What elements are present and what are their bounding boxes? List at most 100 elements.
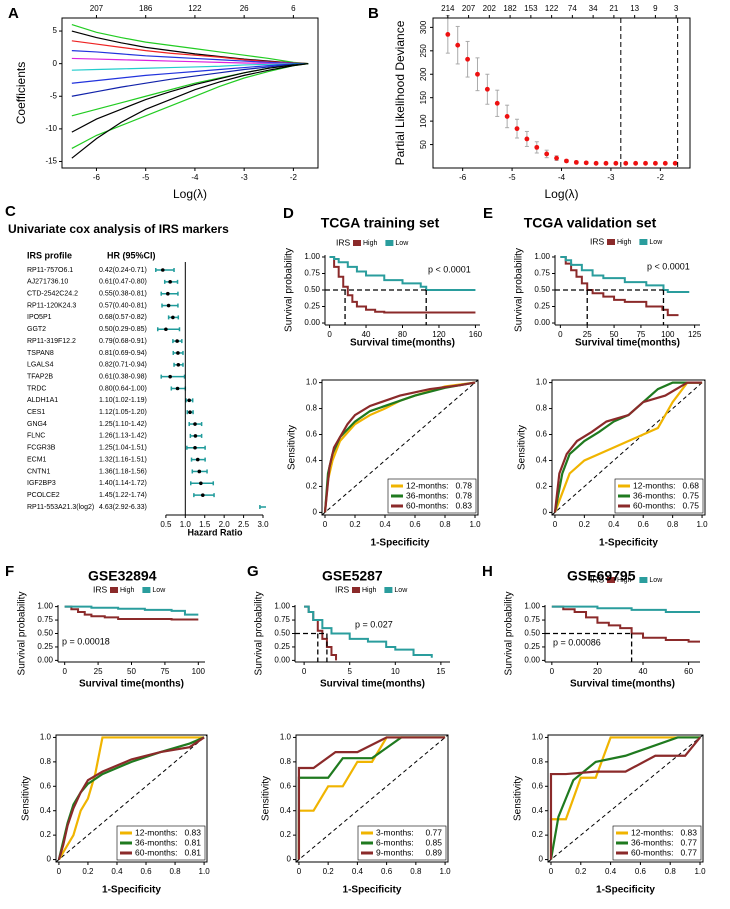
x-tick-label: 75 [160,667,169,676]
x-tick-label: 0 [549,867,554,876]
row-hr: 0.57(0.40-0.81) [99,302,147,309]
legend-label: 60-months: [631,847,674,857]
legend-label: 6-months: [376,837,414,847]
y-tick-label: 0.6 [40,781,52,790]
panel-label: E [483,205,493,222]
hr-point [176,351,180,355]
y-tick-label: 0.6 [306,430,318,439]
top-tick-label: 9 [653,4,658,13]
legend-label: 36-months: [633,490,676,500]
point [593,160,599,166]
y-tick-label: 0.8 [280,757,292,766]
x-axis-label: 1-Specificity [102,885,161,896]
diagonal [547,734,704,863]
y-tick-label: 0.00 [534,318,550,327]
top-tick-label: 122 [188,4,202,13]
y-tick-label: 300 [419,20,428,34]
y-tick-label: 0.2 [40,830,52,839]
x-tick-label: -2 [290,173,298,182]
row-hr: 0.79(0.68-0.91) [99,338,147,345]
row-hr: 0.82(0.71-0.94) [99,362,147,369]
y-tick-label: 0.50 [534,285,550,294]
coef-path [71,63,309,133]
row-hr: 0.50(0.29-0.85) [99,326,147,333]
row-hr: 0.81(0.69-0.94) [99,350,147,357]
x-tick-label: 0.5 [160,520,172,529]
x-tick-label: -2 [657,173,665,182]
row-hr: 1.26(1.13-1.42) [99,433,147,440]
roc-curve [323,381,476,513]
hr-point [200,493,205,497]
legend-auc: 0.81 [184,847,201,857]
legend-auc: 0.78 [455,490,472,500]
row-hr: 1.12(1.05-1.20) [99,409,147,416]
diagonal [551,379,706,516]
x-tick-label: 1.0 [180,520,192,529]
top-tick-label: 6 [291,4,296,13]
roc-curve [57,736,205,861]
y-tick-label: 0.8 [532,757,544,766]
row-name: AJ271736.10 [27,279,68,286]
x-tick-label: 0.6 [381,867,393,876]
chart-title: GSE69795 [567,568,636,584]
y-tick-label: 250 [419,44,428,58]
legend-label: Low [649,577,663,584]
x-tick-label: 1.5 [199,520,211,529]
legend-auc: 0.83 [680,827,697,837]
row-name: TFAP2B [27,373,53,380]
x-tick-label: 100 [661,330,675,339]
plot-frame [321,379,479,516]
y-tick-label: 1.00 [274,602,290,611]
survival-curve [64,605,199,616]
legend-swatch [110,587,118,593]
legend-auc: 0.77 [680,847,697,857]
x-tick-label: 0.2 [349,520,361,529]
legend-label: 60-months: [135,847,178,857]
x-tick-label: 1.0 [440,867,452,876]
y-tick-label: 0.2 [532,830,544,839]
top-tick-label: 214 [441,4,455,13]
coef-path [71,57,309,65]
y-tick-label: 1.00 [524,602,540,611]
y-tick-label: 0.8 [306,404,318,413]
y-tick-label: 0.50 [524,629,540,638]
row-name: FLNC [27,433,45,440]
legend-label: 60-months: [633,500,676,510]
x-tick-label: 125 [688,330,702,339]
row-hr: 0.61(0.38-0.98) [99,373,147,380]
row-name: TSPAN8 [27,350,54,357]
hr-point [164,327,168,332]
x-tick-label: 0.6 [140,867,152,876]
y-tick-label: 1.0 [536,378,548,387]
p-value: p = 0.00086 [553,637,601,647]
legend-label: 36-months: [631,837,674,847]
y-tick-label: 0.50 [37,629,53,638]
point [653,160,658,166]
x-tick-label: 60 [684,667,693,676]
point [484,86,490,92]
y-tick-label: 1.0 [280,733,292,742]
panel-label: C [5,203,16,220]
y-tick-label: 0.6 [280,781,292,790]
x-axis-label: Survival time(months) [350,338,455,349]
hr-point [166,303,171,308]
chart-title: GSE5287 [322,568,383,584]
x-tick-label: 0.8 [439,520,451,529]
y-axis-label: Survival probability [17,592,28,676]
legend-label: Low [152,587,166,594]
y-tick-label: 0 [47,855,52,864]
row-name: IGF2BP3 [27,480,56,487]
legend-label: 12-months: [406,480,449,490]
legend-label: High [617,577,632,584]
top-tick-label: 74 [568,4,577,13]
x-tick-label: 0 [57,867,62,876]
row-hr: 0.80(0.64-1.00) [99,385,147,392]
x-tick-label: -6 [93,173,101,182]
x-tick-label: 0 [327,330,332,339]
row-hr: 0.42(0.24-0.71) [99,267,147,274]
p-value: p < 0.0001 [647,261,690,271]
row-name: ALDH1A1 [27,397,58,404]
roc-curve [297,736,446,860]
row-name: FCGR3B [27,445,56,452]
hr-point [168,374,172,379]
